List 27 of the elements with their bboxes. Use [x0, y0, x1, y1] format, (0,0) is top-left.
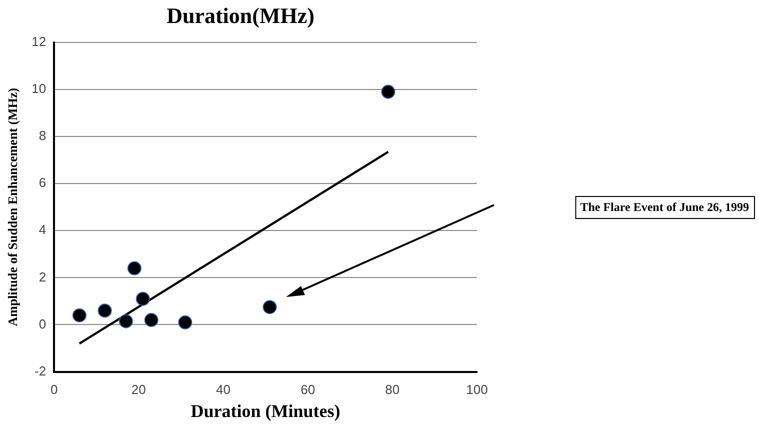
point [98, 304, 112, 318]
point [72, 308, 86, 322]
y-tick-label: 2 [38, 269, 46, 284]
x-axis-title: Duration (Minutes) [190, 400, 340, 421]
y-tick-label: 0 [38, 316, 46, 332]
x-tick-label: 100 [466, 382, 488, 398]
y-tick-label: 6 [38, 175, 46, 190]
y-tick-label: 4 [38, 222, 46, 238]
y-tick-label: 12 [32, 34, 46, 49]
x-tick-label: 60 [300, 382, 316, 398]
point [144, 313, 158, 328]
x-tick-label: 0 [50, 382, 58, 398]
point [178, 315, 192, 330]
point [381, 84, 396, 99]
point [262, 300, 277, 314]
y-tick-label: 10 [32, 81, 46, 96]
y-tick-label: -2 [34, 363, 46, 378]
text: The Flare Event of June 26, 1999 [580, 200, 750, 214]
chart-title: Duration(MHz) [166, 2, 314, 28]
point [118, 314, 133, 328]
y-axis-title: Amplitude of Sudden Enhancement (MHz) [5, 88, 20, 326]
point [136, 292, 150, 306]
x-tick-label: 80 [385, 382, 400, 398]
y-tick-label: 8 [38, 128, 46, 144]
x-tick-label: 40 [216, 382, 230, 398]
point [127, 261, 142, 276]
x-tick-label: 20 [131, 382, 146, 398]
